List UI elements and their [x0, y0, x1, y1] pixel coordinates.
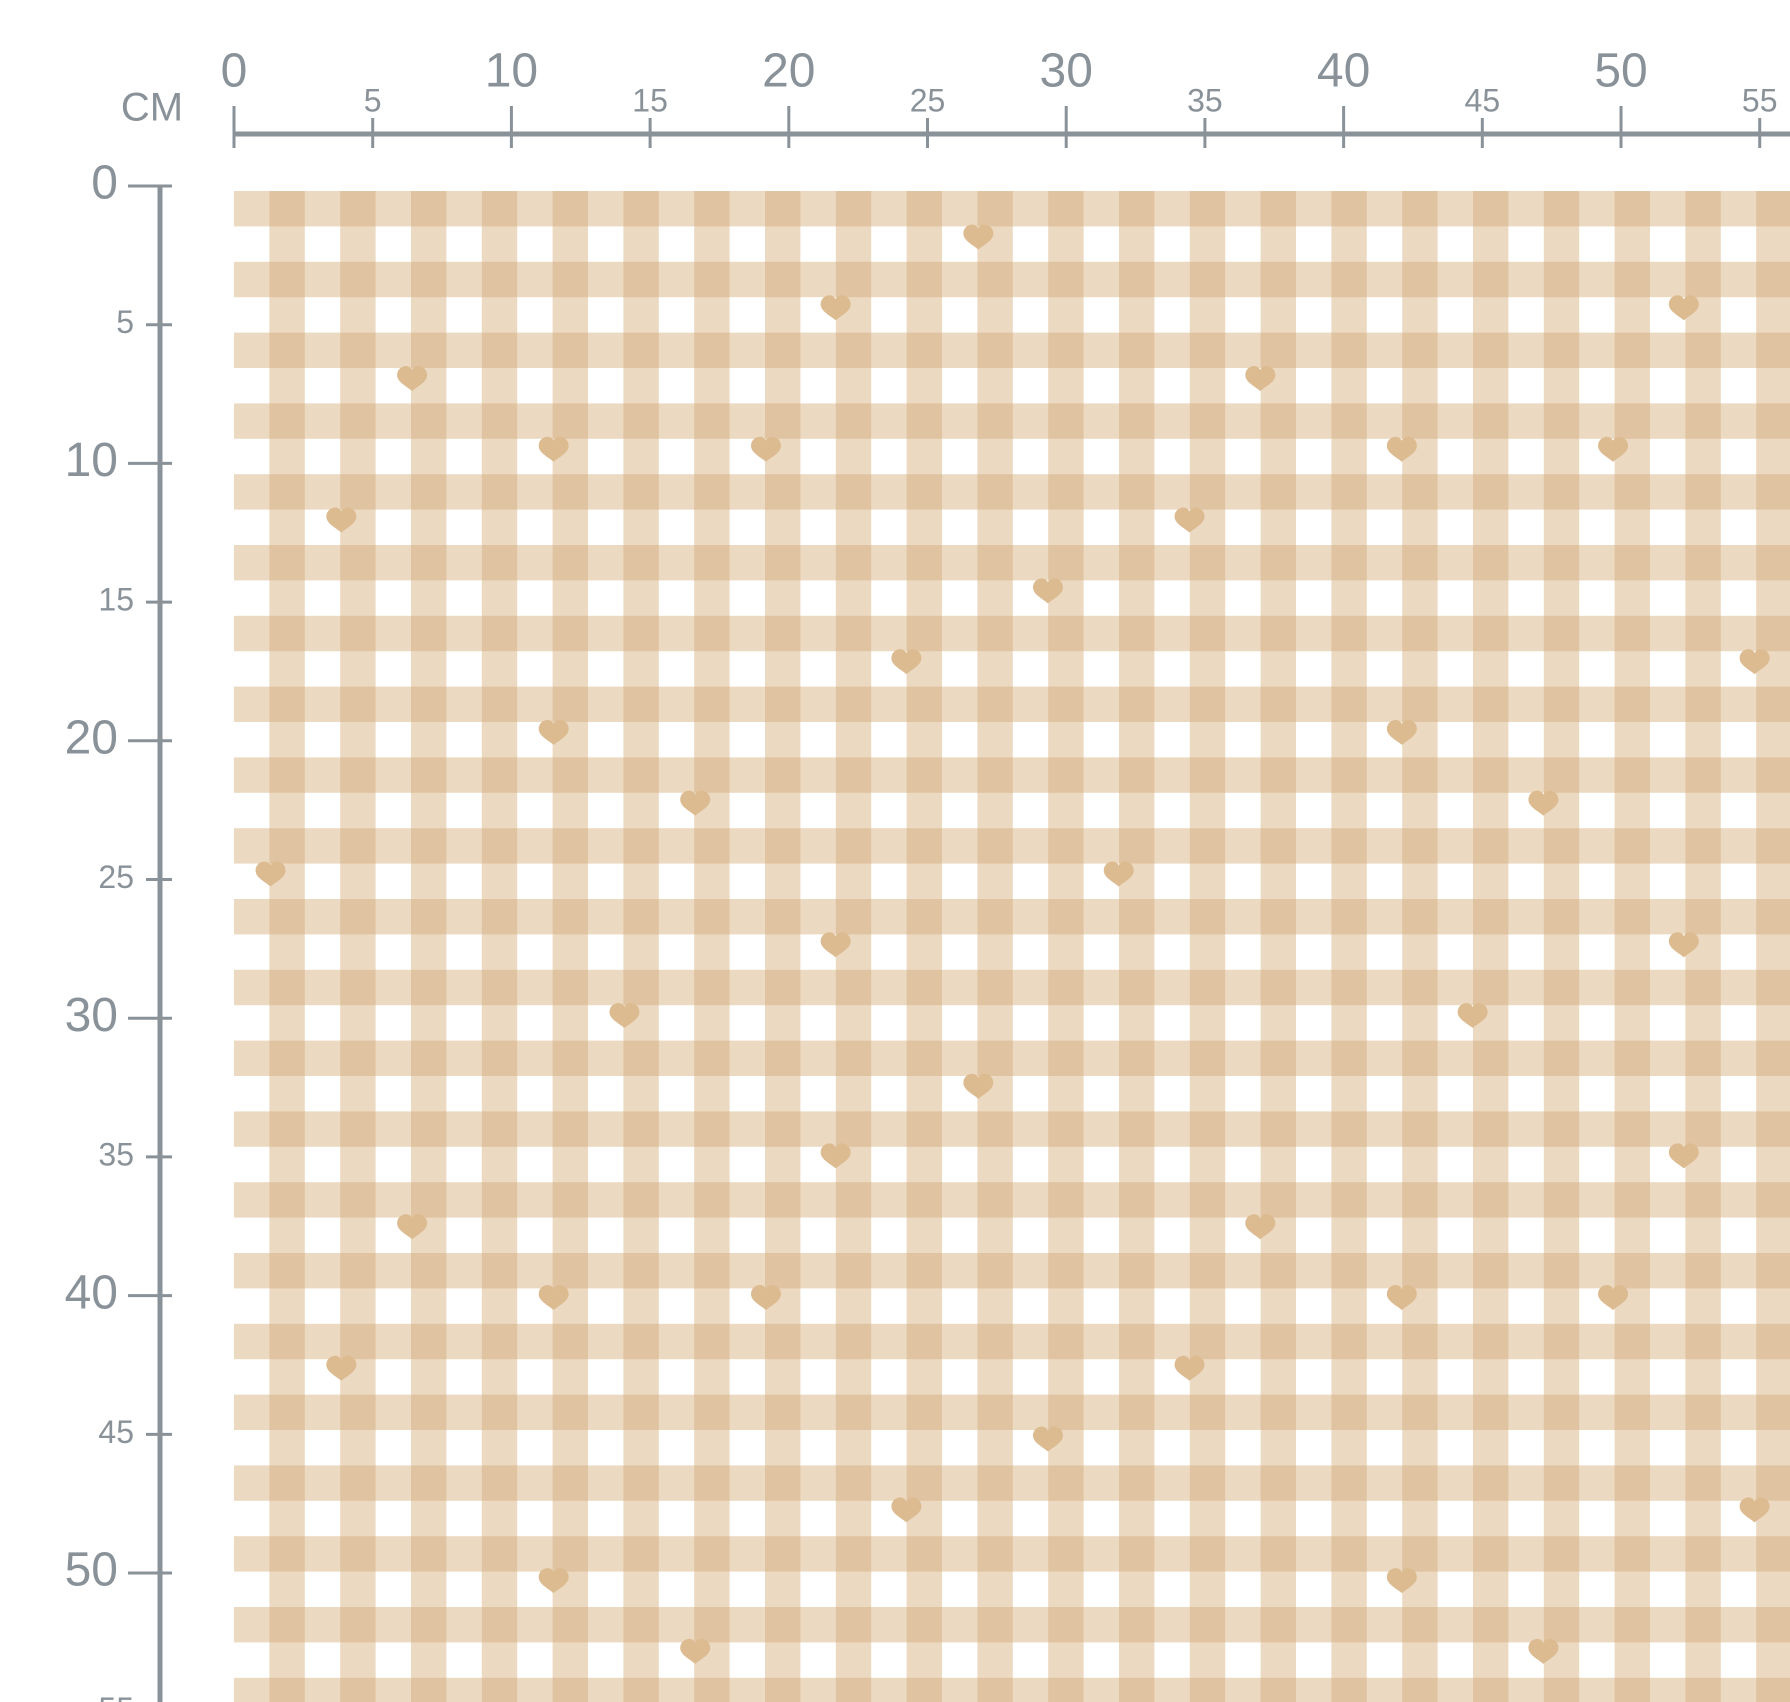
ruler-label: 50 — [1594, 45, 1647, 98]
gingham-fabric — [234, 191, 1790, 1702]
ruler-label: 15 — [632, 82, 668, 118]
ruler-label: 30 — [1040, 45, 1093, 98]
ruler-label: 5 — [116, 304, 134, 340]
ruler-label: 40 — [65, 1266, 118, 1319]
unit-label: CM — [121, 86, 183, 130]
ruler-label: 5 — [364, 82, 382, 118]
ruler-label: 20 — [762, 45, 815, 98]
ruler-label: 10 — [65, 434, 118, 487]
ruler-label: 55 — [1742, 82, 1778, 118]
ruler-label: 25 — [910, 82, 946, 118]
ruler-label: 30 — [65, 989, 118, 1042]
ruler-label: 35 — [1187, 82, 1223, 118]
ruler-label: 50 — [65, 1544, 118, 1597]
ruler-label: 35 — [98, 1136, 134, 1172]
ruler-label: 15 — [98, 582, 134, 618]
ruler-label: 0 — [91, 157, 118, 210]
ruler-label: 20 — [65, 711, 118, 764]
ruler-label: 0 — [221, 45, 248, 98]
ruler-label: 25 — [98, 859, 134, 895]
ruler-label: 55 — [98, 1691, 134, 1702]
ruler-label: 10 — [485, 45, 538, 98]
ruler-label: 40 — [1317, 45, 1370, 98]
ruler-label: 45 — [98, 1414, 134, 1450]
ruler-label: 45 — [1465, 82, 1501, 118]
